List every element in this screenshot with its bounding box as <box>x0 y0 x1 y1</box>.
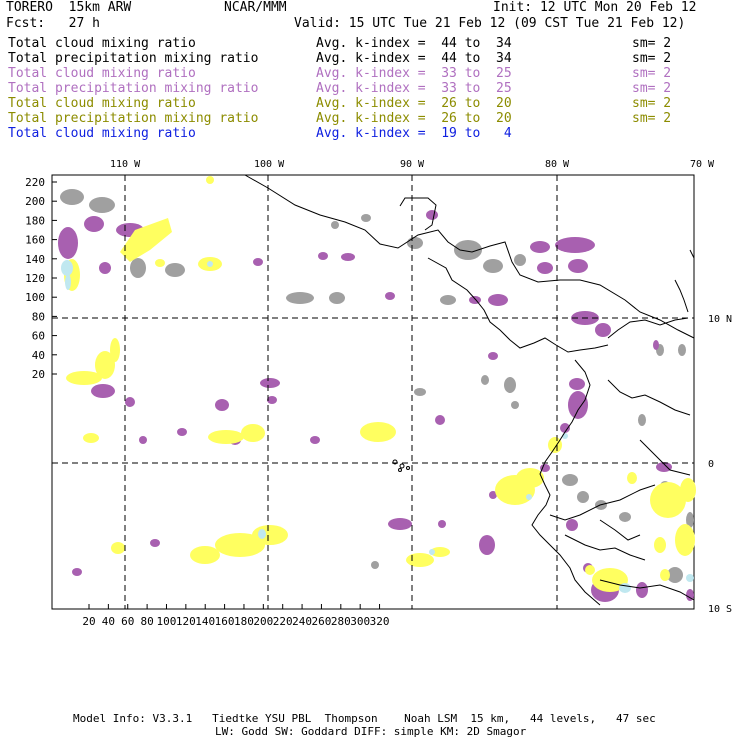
lon-label-110w: 110 W <box>110 159 141 170</box>
lon-label-80w: 80 W <box>545 159 570 170</box>
legend-smoothing: sm= 2 <box>632 66 672 81</box>
lon-label-90w: 90 W <box>400 159 425 170</box>
legend-k-index: Avg. k-index = 44 to 34 <box>316 36 512 51</box>
legend-field-name: Total precipitation mixing ratio <box>8 51 259 66</box>
y-tick-label: 160 <box>25 234 45 247</box>
organization-label: NCAR/MMM <box>224 0 287 15</box>
gray-cloud-field <box>60 189 694 583</box>
legend-field-name: Total cloud mixing ratio <box>8 66 196 81</box>
lat-label-0: 0 <box>708 459 714 470</box>
y-tick-label: 80 <box>32 310 45 323</box>
legend-k-index: Avg. k-index = 19 to 4 <box>316 126 512 141</box>
legend-field-name: Total precipitation mixing ratio <box>8 81 259 96</box>
model-title: TORERO 15km ARW <box>6 0 132 15</box>
x-tick-label: 120 <box>176 615 196 628</box>
y-tick-label: 40 <box>32 349 45 362</box>
longitude-labels: 110 W 100 W 90 W 80 W 70 W <box>110 159 715 170</box>
legend-k-index: Avg. k-index = 26 to 20 <box>316 96 512 111</box>
axis-ticks <box>52 181 381 609</box>
legend-smoothing: sm= 2 <box>632 36 672 51</box>
x-tick-label: 140 <box>195 615 215 628</box>
legend-k-index: Avg. k-index = 33 to 25 <box>316 81 512 96</box>
x-tick-label: 220 <box>273 615 293 628</box>
x-tick-label: 80 <box>140 615 153 628</box>
legend-smoothing: sm= 2 <box>632 96 672 111</box>
x-tick-label: 280 <box>331 615 351 628</box>
lat-label-10n: 10 N <box>708 314 732 325</box>
galapagos-islands <box>392 459 410 472</box>
x-tick-label: 180 <box>234 615 254 628</box>
x-tick-label: 240 <box>292 615 312 628</box>
legend-k-index: Avg. k-index = 33 to 25 <box>316 66 512 81</box>
legend-smoothing: sm= 2 <box>632 111 672 126</box>
y-tick-label: 200 <box>25 195 45 208</box>
lon-label-70w: 70 W <box>690 159 715 170</box>
x-tick-label: 40 <box>102 615 115 628</box>
y-tick-label: 140 <box>25 253 45 266</box>
coastline <box>244 174 695 606</box>
y-tick-label: 20 <box>32 368 45 381</box>
model-info: Model Info: V3.3.1 Tiedtke YSU PBL Thomp… <box>73 712 656 725</box>
x-tick-label: 320 <box>370 615 390 628</box>
y-tick-label: 100 <box>25 291 45 304</box>
graticule <box>52 175 694 609</box>
x-tick-label: 200 <box>253 615 273 628</box>
lon-label-100w: 100 W <box>254 159 285 170</box>
legend-smoothing: sm= 2 <box>632 51 672 66</box>
init-time: Init: 12 UTC Mon 20 Feb 12 <box>493 0 697 15</box>
y-tick-label: 120 <box>25 272 45 285</box>
legend-k-index: Avg. k-index = 44 to 34 <box>316 51 512 66</box>
y-grid-labels: 220 200 180 160 140 120 100 80 60 40 20 <box>25 176 45 381</box>
legend-field-name: Total cloud mixing ratio <box>8 96 196 111</box>
legend-smoothing: sm= 2 <box>632 81 672 96</box>
x-grid-labels: 20 40 60 80 100 120 140 160 180 200 220 240 260 280 30… <box>82 615 389 628</box>
x-tick-label: 300 <box>350 615 370 628</box>
y-tick-label: 60 <box>32 330 45 343</box>
forecast-hour: Fcst: 27 h <box>6 16 100 31</box>
yellow-cloud-field <box>64 176 696 592</box>
x-tick-label: 60 <box>121 615 134 628</box>
x-tick-label: 260 <box>312 615 332 628</box>
y-tick-label: 180 <box>25 214 45 227</box>
valid-time: Valid: 15 UTC Tue 21 Feb 12 (09 CST Tue … <box>294 16 686 31</box>
y-tick-label: 220 <box>25 176 45 189</box>
legend-k-index: Avg. k-index = 26 to 20 <box>316 111 512 126</box>
x-tick-label: 20 <box>82 615 95 628</box>
legend-field-name: Total cloud mixing ratio <box>8 126 196 141</box>
lat-label-10s: 10 S <box>708 604 732 615</box>
x-tick-label: 100 <box>157 615 177 628</box>
x-tick-label: 160 <box>215 615 235 628</box>
legend-field-name: Total precipitation mixing ratio <box>8 111 259 126</box>
latitude-labels: 10 N 0 10 S <box>708 314 732 615</box>
model-physics: LW: Godd SW: Goddard DIFF: simple KM: 2D… <box>215 725 527 738</box>
legend-field-name: Total cloud mixing ratio <box>8 36 196 51</box>
